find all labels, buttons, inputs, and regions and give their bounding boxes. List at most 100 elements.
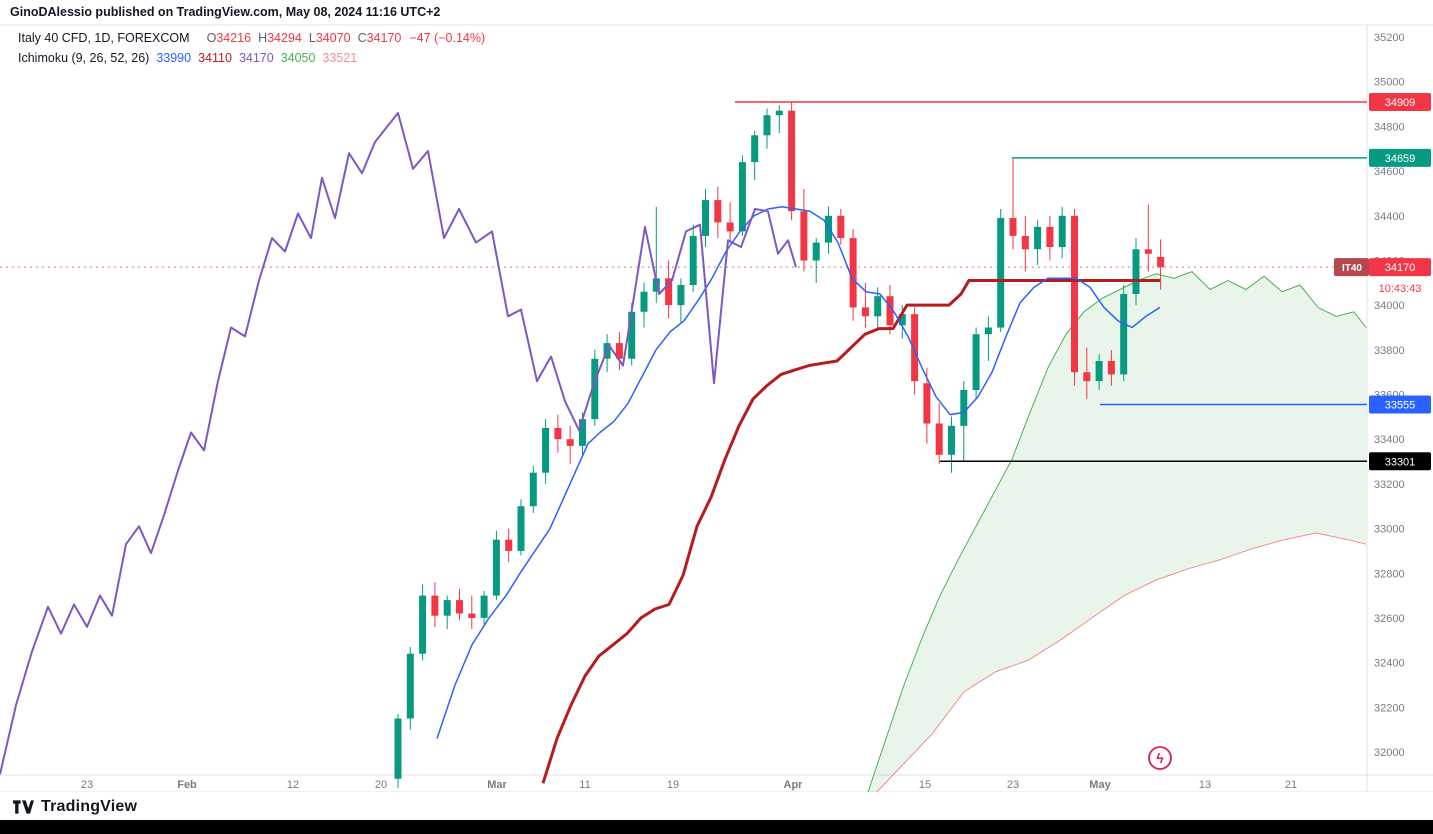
price-tick-label: 33400 [1374, 434, 1405, 446]
candle-body [726, 222, 734, 232]
price-axis[interactable] [1367, 25, 1433, 775]
candle-body [702, 200, 709, 236]
price-tick-label: 32200 [1374, 702, 1405, 714]
price-tick-label: 32600 [1374, 613, 1405, 625]
price-tick-label: 35200 [1374, 32, 1405, 44]
price-tick-label: 34400 [1374, 211, 1405, 223]
ichimoku-value-0: 33990 [156, 51, 192, 65]
candle-body [1058, 215, 1066, 248]
candle-body [517, 506, 525, 551]
price-tick-label: 34800 [1374, 121, 1405, 133]
candle-body [738, 162, 746, 232]
time-tick-label[interactable]: 13 [1199, 779, 1211, 791]
candle-body [1021, 235, 1029, 250]
time-tick-label[interactable]: Apr [784, 779, 804, 791]
candle-body [419, 595, 427, 654]
time-tick-label[interactable]: May [1089, 779, 1111, 791]
time-tick-label[interactable]: 23 [81, 779, 93, 791]
candle-body [406, 653, 414, 719]
low-value: 34070 [315, 31, 351, 45]
candle-body [1009, 218, 1017, 236]
price-tick-label: 32000 [1374, 747, 1405, 759]
candle-body [751, 135, 759, 163]
candle-body [628, 311, 636, 359]
price-tick-label: 33200 [1374, 479, 1405, 491]
tenkan-conversion-line [436, 206, 1161, 739]
ichimoku-value-2: 34170 [238, 51, 274, 65]
candle-body [677, 285, 685, 306]
candle-body [554, 428, 562, 440]
candle-body [972, 334, 980, 391]
candle-body [898, 314, 906, 326]
ichimoku-value-3: 34050 [280, 51, 316, 65]
candle-body [468, 613, 476, 618]
price-tick-label: 35000 [1374, 77, 1405, 89]
tradingview-logo-icon[interactable] [13, 800, 34, 814]
time-tick-label[interactable]: 21 [1285, 779, 1297, 791]
candle-body [542, 428, 550, 473]
candle-body [431, 595, 439, 616]
candle-body [763, 115, 771, 136]
high-value: 34294 [267, 31, 302, 45]
candle-body [1095, 361, 1103, 382]
candle-body [714, 200, 722, 223]
symbol-legend-row[interactable]: Italy 40 CFD, 1D, FOREXCOM O34216 H34294 L3… [18, 31, 485, 45]
last-price-badge [1369, 258, 1431, 277]
candle-body [505, 539, 513, 551]
price-label-text-34909: 34909 [1385, 97, 1416, 109]
candle-body [1034, 226, 1042, 250]
chikou-lagging-line [0, 112, 797, 775]
senkou-a-line [867, 271, 1367, 792]
time-tick-label[interactable]: Feb [177, 779, 197, 791]
publisher-attribution: GinoDAlessio published on TradingView.co… [10, 5, 441, 19]
candle-body [812, 242, 820, 261]
candle-body [1132, 249, 1140, 294]
candle-body [456, 600, 463, 614]
time-tick-label[interactable]: 11 [579, 779, 590, 791]
time-axis[interactable] [0, 775, 1367, 792]
kijun-base-line [541, 279, 1160, 784]
candle-body [529, 472, 537, 507]
price-label-badge-33555 [1369, 395, 1431, 414]
price-tick-label: 34000 [1374, 300, 1405, 312]
ichimoku-values: 33990 34110 34170 34050 33521 [149, 51, 357, 65]
candle-body [1157, 256, 1165, 268]
tradingview-brand-wordmark[interactable]: TradingView [41, 798, 138, 815]
time-tick-label[interactable]: Mar [487, 779, 507, 791]
candle-body [1046, 226, 1054, 247]
senkou-b-line [876, 532, 1367, 792]
kumo-cloud [868, 271, 1366, 792]
close-label: C [357, 31, 367, 45]
candle-body [689, 235, 697, 286]
time-tick-label[interactable]: 23 [1007, 779, 1019, 791]
chart-canvas[interactable]: 3520035000348003460034400342003400033800… [0, 0, 1433, 792]
candle-body [615, 343, 623, 359]
price-tick-label: 32800 [1374, 568, 1405, 580]
ichimoku-value-4: 33521 [322, 51, 358, 65]
open-label: O [206, 31, 217, 45]
candle-body [1107, 361, 1115, 375]
candle-body [1144, 249, 1152, 254]
change-value: −47 (−0.14%) [409, 31, 486, 45]
price-tick-label: 32400 [1374, 658, 1405, 670]
time-tick-label[interactable]: 19 [667, 779, 679, 791]
last-price-text: 34170 [1385, 262, 1416, 274]
price-tick-label: 33800 [1374, 345, 1405, 357]
candle-body [566, 439, 574, 446]
time-tick-label[interactable]: 15 [919, 779, 931, 791]
idea-watermark-icon[interactable] [1148, 746, 1172, 770]
candle-body [443, 600, 451, 616]
bar-countdown-text: 10:43:43 [1379, 283, 1422, 295]
last-price-symbol-text: IT40 [1342, 263, 1362, 274]
candle-body [997, 218, 1005, 328]
time-tick-label[interactable]: 20 [375, 779, 387, 791]
indicator-legend-row[interactable]: Ichimoku (9, 26, 52, 26) 33990 34110 34170 3… [18, 51, 357, 65]
candle-body [861, 307, 869, 317]
candle-body [1083, 372, 1091, 382]
candle-body [579, 419, 586, 446]
time-tick-label[interactable]: 12 [287, 779, 299, 791]
price-tick-label: 34600 [1374, 166, 1405, 178]
price-label-badge-33301 [1369, 452, 1431, 471]
price-label-badge-34909 [1369, 93, 1431, 112]
